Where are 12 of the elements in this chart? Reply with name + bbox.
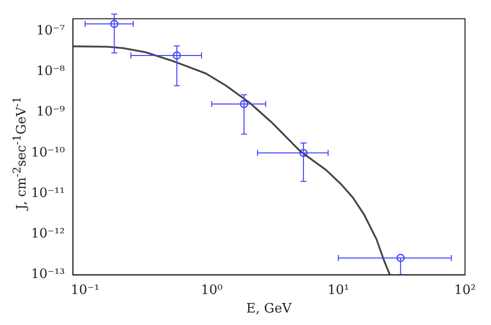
y-tick-label: 10⁻¹¹ [31,186,65,201]
y-tick-label: 10⁻¹³ [31,267,65,282]
y-tick-label: 10⁻⁷ [36,23,65,38]
y-tick-label: 10⁻¹² [31,226,65,242]
x-tick-label: 10⁻¹ [70,282,100,298]
y-tick-label: 10⁻⁸ [36,64,65,80]
x-tick-label: 10⁰ [200,282,223,298]
x-tick-label: 10¹ [327,282,350,298]
y-tick-label: 10⁻⁹ [36,104,65,120]
x-axis-title: E, GeV [246,302,292,317]
x-tick-label: 10² [454,282,476,298]
y-tick-label: 10⁻¹⁰ [31,145,65,160]
